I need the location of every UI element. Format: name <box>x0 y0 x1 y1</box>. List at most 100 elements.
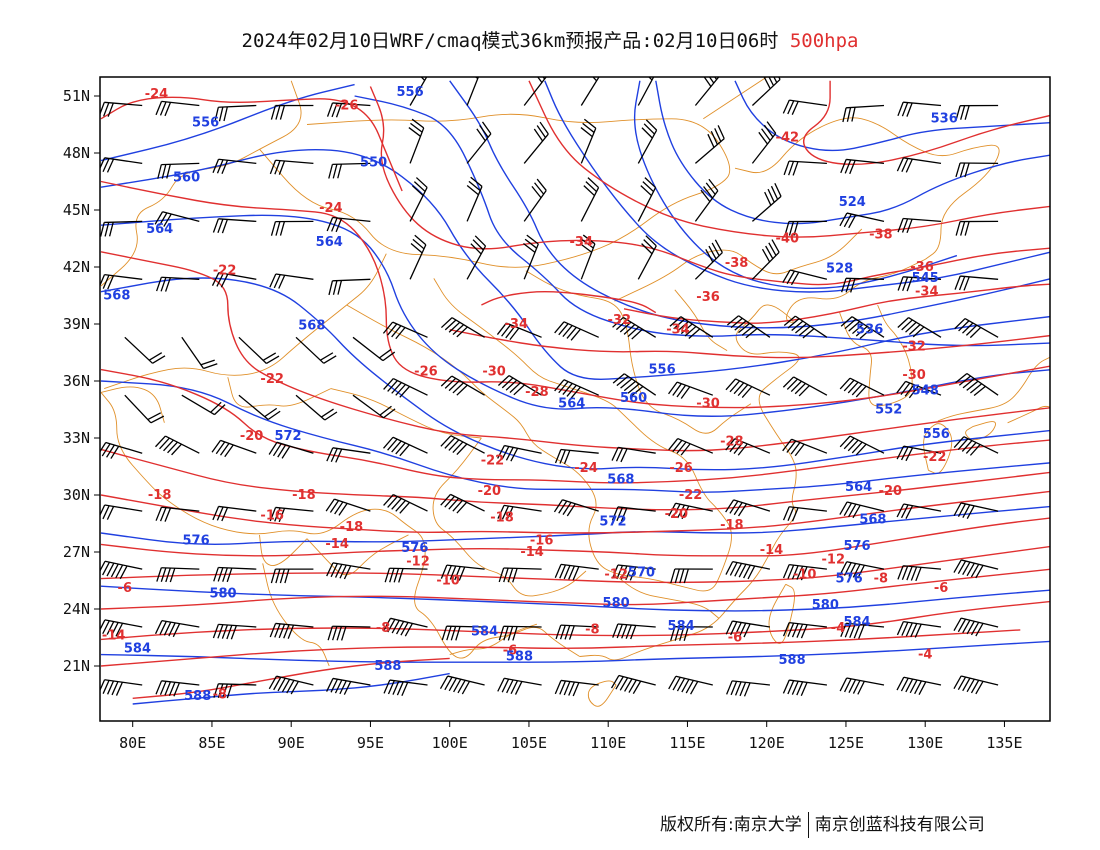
height-contour-label: 528 <box>826 262 853 277</box>
wind-barb <box>497 375 542 396</box>
height-contour-label: 584 <box>471 625 498 640</box>
title-level: 500hpa <box>789 30 859 52</box>
lon-tick-label: 105E <box>511 734 547 752</box>
height-contour <box>655 80 1050 225</box>
temperature-contour-label: -20 <box>665 507 689 522</box>
boundary-line <box>1007 405 1050 424</box>
wind-barb <box>268 441 314 459</box>
temperature-contour-label: -6 <box>728 630 742 645</box>
lat-tick-label: 33N <box>63 429 90 447</box>
temperature-contour-label: -38 <box>869 228 893 243</box>
boundary-line <box>100 80 302 287</box>
temperature-contour <box>100 629 1021 667</box>
wind-barb <box>670 568 713 584</box>
wind-barb <box>466 235 487 280</box>
temperature-contour-label: -38 <box>725 256 749 271</box>
wind-barb <box>554 321 599 341</box>
wind-barb <box>496 322 542 341</box>
boundary-line <box>768 583 795 644</box>
wind-barb <box>955 220 999 236</box>
wind-barb <box>955 162 999 178</box>
wind-barb <box>213 683 257 699</box>
wind-barb <box>270 568 314 584</box>
wind-barb <box>839 501 885 519</box>
boundary-line <box>703 77 767 120</box>
wind-barb <box>841 277 885 293</box>
wind-barb <box>523 178 547 222</box>
temperature-contour <box>100 568 1050 610</box>
height-contour-label: 588 <box>374 659 401 674</box>
lat-tick-label: 39N <box>63 315 90 333</box>
wind-barb <box>782 99 827 115</box>
wind-barb <box>383 679 428 697</box>
wind-barb <box>408 118 425 164</box>
wind-barb <box>497 444 542 462</box>
boundary-line <box>227 377 331 408</box>
temperature-contour-label: -14 <box>520 545 544 560</box>
wind-barb <box>269 622 314 639</box>
temperature-contours <box>100 80 1050 699</box>
wind-barb <box>839 435 885 456</box>
boundary-line <box>262 563 330 667</box>
wind-barb <box>783 160 827 176</box>
lon-tick-label: 130E <box>907 734 943 752</box>
lon-tick-label: 125E <box>828 734 864 752</box>
temperature-contour <box>132 657 450 699</box>
height-contour-label: 576 <box>836 571 863 586</box>
temperature-contour <box>100 517 1050 557</box>
height-contour-label: 580 <box>209 587 236 602</box>
wind-barb <box>554 563 599 581</box>
lon-tick-label: 100E <box>432 734 468 752</box>
wind-barb <box>668 381 714 399</box>
wind-barb <box>440 493 485 514</box>
wind-barb <box>270 220 314 236</box>
wind-barb <box>497 504 542 521</box>
height-contour-label: 576 <box>843 539 870 554</box>
wind-barb <box>124 394 165 424</box>
wind-barb <box>238 336 280 365</box>
wind-barb <box>100 504 143 520</box>
temperature-contour-label: -18 <box>720 518 744 533</box>
temperature-contour <box>481 290 657 314</box>
wind-barb <box>897 317 942 338</box>
wind-barb <box>783 315 828 339</box>
height-contour-label: 568 <box>607 473 634 488</box>
wind-barb <box>694 125 725 164</box>
wind-barb <box>726 315 771 339</box>
temperature-contour-label: -8 <box>874 571 888 586</box>
wind-barb <box>953 675 999 695</box>
wind-barb <box>897 217 942 234</box>
temperature-contour-label: -30 <box>696 397 720 412</box>
wind-barb <box>181 394 226 416</box>
wind-barb <box>154 211 200 227</box>
wind-barb <box>295 394 338 421</box>
lon-tick-label: 120E <box>749 734 785 752</box>
temperature-contour-label: -34 <box>666 323 690 338</box>
wind-barb <box>100 441 143 459</box>
lat-tick-label: 24N <box>63 600 90 618</box>
wind-barb <box>156 567 200 583</box>
plot-frame <box>99 76 1051 722</box>
height-contour-label: 584 <box>668 619 695 634</box>
wind-barb <box>212 623 257 640</box>
wind-barb <box>155 680 200 697</box>
wind-barb <box>694 178 719 222</box>
wind-barb <box>382 321 428 340</box>
temperature-contour <box>100 490 1050 534</box>
height-contour-label: 568 <box>103 288 130 303</box>
wind-barb <box>465 77 482 106</box>
footer-copyright: 版权所有:南京大学 <box>660 815 802 835</box>
height-contour-label: 588 <box>506 649 533 664</box>
wind-barb <box>326 447 371 463</box>
temperature-contour-label: -6 <box>118 581 132 596</box>
temperature-contour-label: -10 <box>793 568 817 583</box>
temperature-contour-label: -22 <box>923 450 947 465</box>
wind-barb <box>441 625 485 641</box>
temperature-contour <box>100 96 403 192</box>
wind-barb <box>328 162 371 179</box>
height-contour <box>100 83 355 162</box>
lon-tick-label: 85E <box>198 734 225 752</box>
temperature-contour-label: -26 <box>335 98 359 113</box>
wind-barb <box>325 498 371 516</box>
